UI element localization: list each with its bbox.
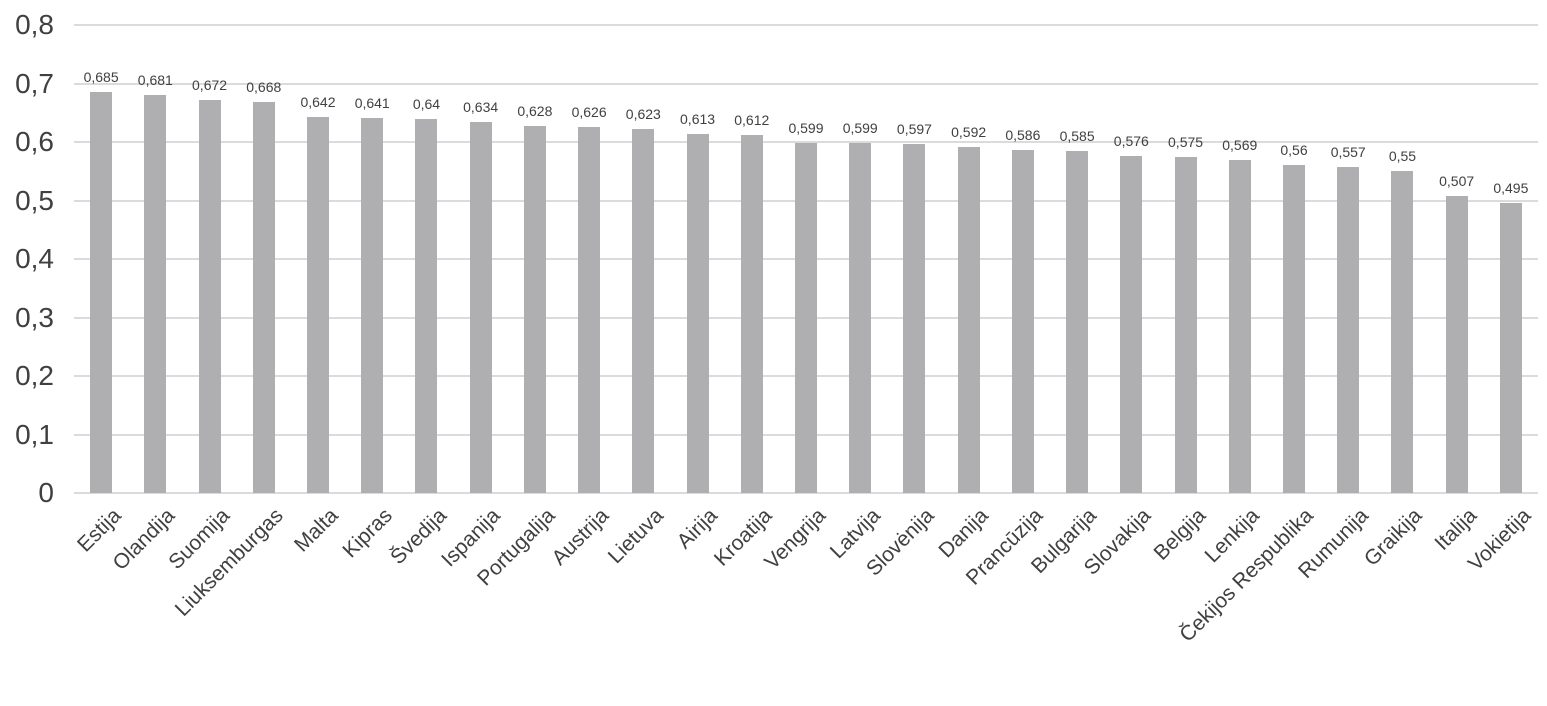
bar [1445,196,1468,493]
bar [198,99,221,493]
bar [252,102,275,493]
bar-value-label: 0,613 [680,111,716,128]
bar-value-label: 0,569 [1222,137,1258,154]
bar [415,118,438,493]
x-tick-label: Belgija [1148,504,1210,565]
bar [1283,165,1305,493]
bar-value-label: 0,597 [896,120,932,137]
x-tick-label: Lietuva [603,504,668,569]
bar-value-label: 0,576 [1113,133,1149,150]
bar [957,146,980,493]
bar-value-label: 0,64 [412,95,441,112]
y-tick-label: 0,4 [15,243,54,274]
gridline [74,492,1538,494]
bar [1011,150,1034,493]
bar [144,94,167,493]
bar-value-label: 0,599 [788,119,824,136]
bar-value-label: 0,586 [1005,127,1041,144]
bar-value-label: 0,628 [517,102,553,119]
x-tick-label: Graikija [1360,504,1427,571]
bar-value-label: 0,634 [463,99,499,116]
gridline [74,24,1538,26]
y-tick-label: 0,2 [15,360,54,391]
bar-value-label: 0,626 [571,103,607,120]
bar [740,134,763,493]
bar-value-label: 0,623 [625,105,661,122]
bar-value-label: 0,681 [137,71,173,88]
bar-value-label: 0,668 [246,79,282,96]
y-tick-label: 0,8 [15,9,54,40]
bar [1120,156,1143,493]
bar [1066,150,1089,493]
bar [1337,167,1360,493]
bar-value-label: 0,55 [1388,148,1417,165]
bar [1499,203,1522,493]
bar-value-label: 0,592 [951,123,987,140]
bar [361,118,384,493]
bar [578,126,601,493]
y-tick-label: 0 [38,477,54,508]
bar-value-label: 0,641 [354,95,390,111]
y-tick-label: 0,6 [15,126,54,157]
bar-value-label: 0,557 [1330,144,1366,161]
bar-value-label: 0,56 [1280,142,1308,159]
y-tick-label: 0,7 [15,67,54,99]
bar [795,142,817,493]
bar-value-label: 0,495 [1493,180,1529,197]
bar [469,122,492,493]
gridline [74,141,1538,143]
bar [307,117,329,493]
gridline [74,82,1538,85]
bar-value-label: 0,642 [300,94,336,111]
x-tick-label: Malta [289,504,343,557]
bar-value-label: 0,685 [83,69,119,86]
bar [849,142,872,493]
bar-value-label: 0,575 [1168,133,1204,150]
x-tick-label: Austrija [547,504,614,570]
x-tick-label: Airija [672,504,722,554]
bar [632,128,655,493]
bar-value-label: 0,672 [192,76,228,93]
y-tick-label: 0,1 [15,418,54,450]
y-tick-label: 0,5 [15,184,54,216]
bar [686,134,709,493]
bar-value-label: 0,612 [734,111,770,128]
bar [1228,160,1251,493]
bar [1174,156,1197,493]
bar [523,125,546,493]
bar [90,92,113,493]
bar-value-label: 0,585 [1059,127,1095,144]
bar-value-label: 0,599 [842,119,878,136]
bar [1391,171,1414,493]
bar [903,143,926,493]
y-tick-label: 0,3 [15,301,54,333]
bar-value-label: 0,507 [1439,173,1475,190]
